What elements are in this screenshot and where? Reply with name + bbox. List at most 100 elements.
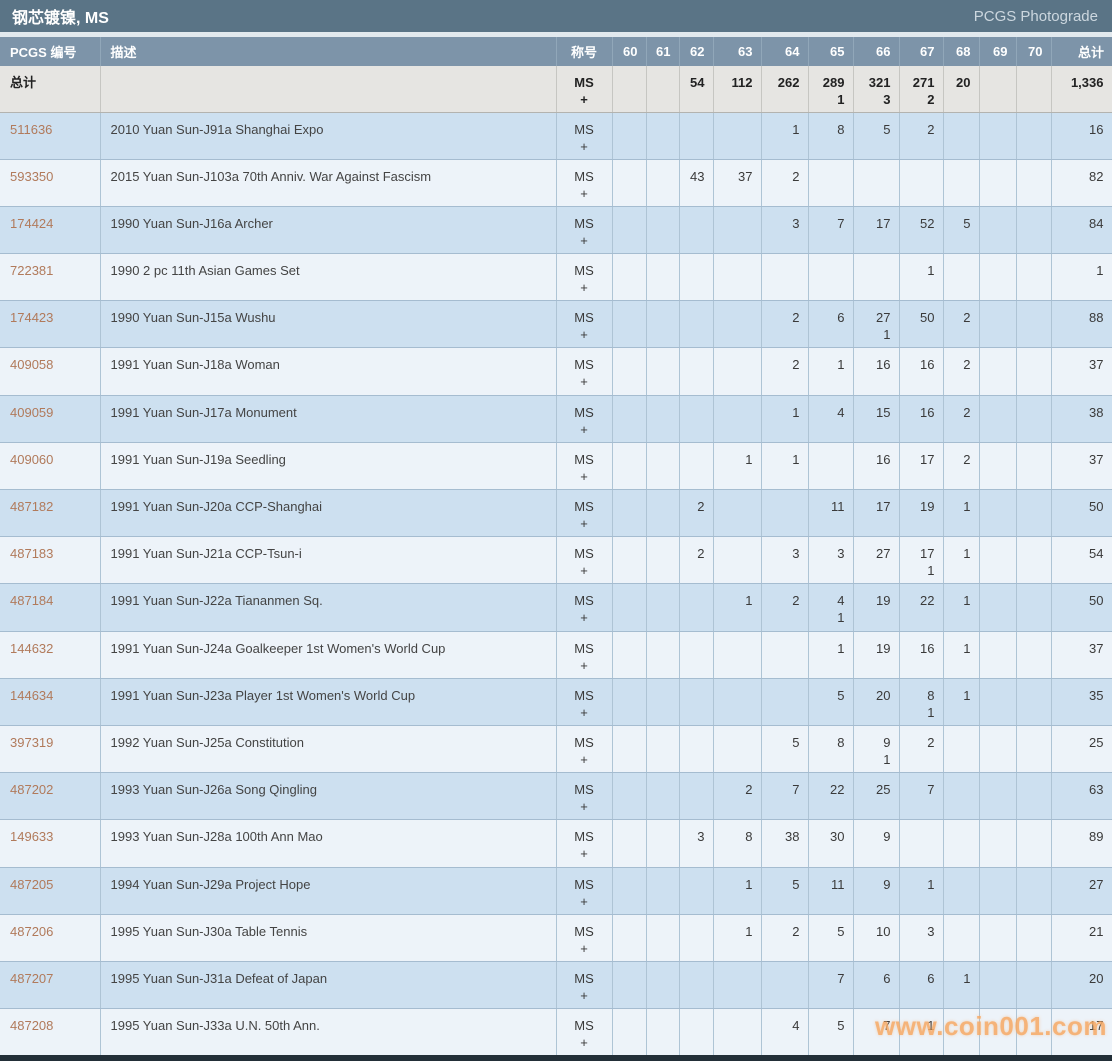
grade-63-cell: 1	[713, 583, 762, 632]
grade-63-cell: 37	[713, 159, 762, 207]
pcgs-number-cell: 487202	[0, 772, 101, 821]
row-total: 17	[1051, 1008, 1112, 1057]
totals-designation-cell: MS +	[556, 66, 613, 113]
row-total: 27	[1051, 867, 1112, 915]
coin-description: 1991 Yuan Sun-J22a Tiananmen Sq.	[100, 583, 557, 632]
grade-62-cell: 2	[679, 489, 714, 538]
pcgs-number-link[interactable]: 409059	[10, 404, 54, 420]
grade-60-cell	[612, 253, 647, 302]
table-row: 487182 1991 Yuan Sun-J20a CCP-Shanghai MS +…	[0, 489, 1112, 538]
grade-61-cell	[646, 725, 680, 774]
grade-65-cell: 4	[808, 395, 854, 443]
grade-61-cell	[646, 583, 680, 632]
grade-67-cell: 52	[899, 206, 944, 255]
pcgs-number-link[interactable]: 487208	[10, 1018, 54, 1034]
grade-66-cell: 6	[853, 961, 900, 1010]
grade-64-cell: 2	[761, 159, 809, 207]
row-total: 35	[1051, 678, 1112, 726]
grade-64-cell: 38	[761, 819, 809, 868]
grade-61-cell	[646, 395, 680, 443]
pcgs-number-link[interactable]: 722381	[10, 263, 54, 279]
pcgs-number-link[interactable]: 487202	[10, 782, 54, 798]
grade-64-cell	[761, 961, 809, 1010]
coin-description: 1993 Yuan Sun-J26a Song Qingling	[100, 772, 557, 821]
grade-62-cell	[679, 442, 714, 491]
pcgs-number-link[interactable]: 487206	[10, 923, 54, 939]
grade-65-cell: 1	[808, 631, 854, 679]
grade-64-cell: 5	[761, 725, 809, 774]
table-row: 487202 1993 Yuan Sun-J26a Song Qingling MS…	[0, 772, 1112, 821]
pcgs-number-link[interactable]: 487205	[10, 876, 54, 892]
designation-cell: MS +	[556, 583, 613, 632]
pcgs-number-link[interactable]: 487184	[10, 593, 54, 609]
designation-cell: MS +	[556, 112, 613, 160]
grade-70-cell	[1016, 867, 1052, 915]
grade-68-cell	[943, 1008, 980, 1057]
table-row: 409058 1991 Yuan Sun-J18a Woman MS +2 1 16 16 2…	[0, 347, 1112, 396]
grade-68-cell	[943, 253, 980, 302]
grade-68-cell: 1	[943, 489, 980, 538]
grade-70-cell	[1016, 914, 1052, 962]
col-header-grade-65: 65	[807, 37, 853, 66]
pcgs-number-link[interactable]: 174424	[10, 215, 54, 231]
designation-cell: MS +	[556, 442, 613, 491]
grade-66-cell: 9	[853, 867, 900, 915]
table-row: 511636 2010 Yuan Sun-J91a Shanghai Expo MS…	[0, 112, 1112, 160]
grade-62-cell	[679, 678, 714, 726]
grade-64-cell	[761, 631, 809, 679]
row-total: 21	[1051, 914, 1112, 962]
grade-70-cell	[1016, 442, 1052, 491]
grade-63-cell	[713, 678, 762, 726]
grade-67-cell: 2	[899, 112, 944, 160]
pcgs-number-link[interactable]: 149633	[10, 829, 54, 845]
pcgs-number-cell: 149633	[0, 819, 101, 868]
totals-grade-61-cell	[646, 66, 680, 113]
grade-60-cell	[612, 1008, 647, 1057]
grade-70-cell	[1016, 819, 1052, 868]
pcgs-number-link[interactable]: 409060	[10, 451, 54, 467]
grade-69-cell	[979, 253, 1017, 302]
designation-cell: MS +	[556, 253, 613, 302]
pcgs-number-cell: 174423	[0, 300, 101, 349]
designation-cell: MS +	[556, 867, 613, 915]
grade-60-cell	[612, 489, 647, 538]
grade-61-cell	[646, 678, 680, 726]
table-row: 149633 1993 Yuan Sun-J28a 100th Ann Mao MS…	[0, 819, 1112, 868]
grade-65-cell: 11	[808, 489, 854, 538]
grade-68-cell: 5	[943, 206, 980, 255]
col-header-grade-68: 68	[942, 37, 979, 66]
totals-grade-63-cell: 112	[713, 66, 762, 113]
grade-61-cell	[646, 442, 680, 491]
designation-plus-label: +	[580, 92, 588, 107]
pcgs-number-link[interactable]: 409058	[10, 357, 54, 373]
pcgs-number-cell: 397319	[0, 725, 101, 774]
grade-61-cell	[646, 1008, 680, 1057]
pcgs-number-cell: 487208	[0, 1008, 101, 1057]
photograde-link[interactable]: PCGS Photograde	[973, 7, 1098, 25]
pcgs-number-link[interactable]: 487207	[10, 970, 54, 986]
grade-62-cell	[679, 914, 714, 962]
pcgs-number-link[interactable]: 487183	[10, 546, 54, 562]
grade-67-cell: 17	[899, 442, 944, 491]
grade-70-cell	[1016, 206, 1052, 255]
pcgs-number-link[interactable]: 144634	[10, 687, 54, 703]
pcgs-number-link[interactable]: 144632	[10, 640, 54, 656]
grade-68-cell: 1	[943, 961, 980, 1010]
designation-cell: MS +	[556, 961, 613, 1010]
table-row: 722381 1990 2 pc 11th Asian Games Set MS + 1…	[0, 253, 1112, 302]
table-row: 144634 1991 Yuan Sun-J23a Player 1st Wome…	[0, 678, 1112, 726]
grade-67-cell: 17 1	[899, 536, 944, 585]
grade-67-cell: 19	[899, 489, 944, 538]
table-row: 487205 1994 Yuan Sun-J29a Project Hope MS +…	[0, 867, 1112, 915]
table-row: 409059 1991 Yuan Sun-J17a Monument MS + 1 4 15…	[0, 395, 1112, 443]
pcgs-number-link[interactable]: 487182	[10, 499, 54, 514]
pcgs-number-link[interactable]: 593350	[10, 168, 54, 184]
grade-61-cell	[646, 772, 680, 821]
grade-66-cell: 5	[853, 112, 900, 160]
grade-65-cell: 22	[808, 772, 854, 821]
grade-62-cell: 3	[679, 819, 714, 868]
pcgs-number-link[interactable]: 174423	[10, 310, 54, 326]
pcgs-number-link[interactable]: 511636	[10, 121, 53, 137]
table-row: 174424 1990 Yuan Sun-J16a Archer MS + 3 7 17 52…	[0, 206, 1112, 255]
pcgs-number-link[interactable]: 397319	[10, 734, 54, 750]
